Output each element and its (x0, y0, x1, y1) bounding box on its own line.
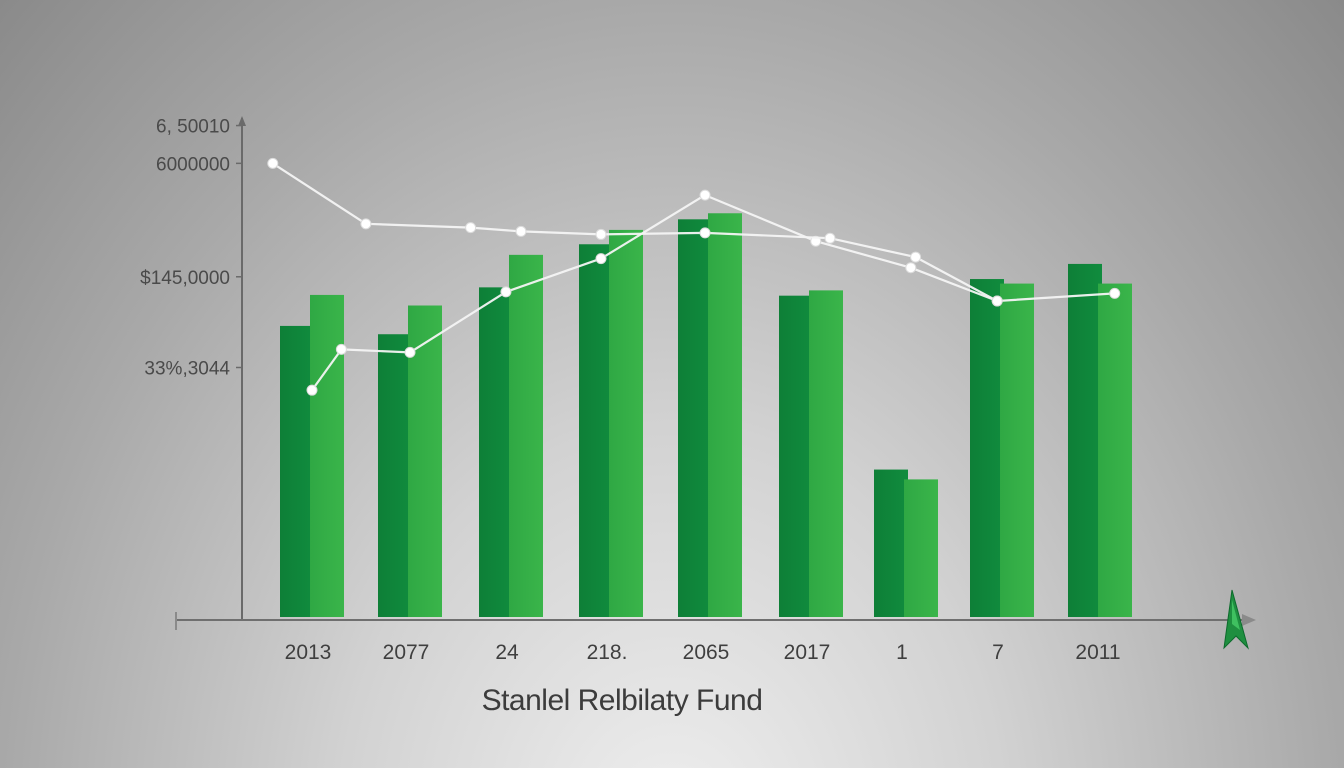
bar-series-1 (779, 295, 813, 617)
x-tick-label: 2017 (784, 641, 831, 664)
bar-series-2 (310, 294, 344, 617)
trend-point (404, 346, 416, 358)
bar-series-2 (609, 229, 643, 617)
trend-point (267, 157, 279, 169)
bar-series-2 (904, 479, 938, 617)
y-tick-label: 6, 50010 (156, 117, 230, 138)
x-tick-label: 2065 (683, 641, 730, 664)
trend-point (699, 227, 711, 239)
trend-point (335, 343, 347, 355)
trend-point (824, 232, 836, 244)
trend-point (991, 295, 1003, 307)
bar-series-2 (509, 254, 543, 617)
trend-point (500, 286, 512, 298)
trend-point (699, 189, 711, 201)
trend-point (905, 262, 917, 274)
bar-series-2 (809, 290, 843, 617)
bar-series-1 (579, 244, 613, 617)
x-tick-label: 2013 (285, 641, 332, 664)
x-tick-label: 7 (992, 641, 1004, 664)
trend-point (910, 251, 922, 263)
bar-series-1 (874, 469, 908, 617)
bar-series-1 (1068, 263, 1102, 617)
green-arrow-highlight (1232, 600, 1240, 630)
bar-series-2 (408, 305, 442, 617)
trend-point (1109, 287, 1121, 299)
trend-point (465, 222, 477, 234)
trend-point (595, 253, 607, 265)
trend-point (306, 384, 318, 396)
trend-line (311, 194, 1115, 391)
x-tick-label: 218. (587, 641, 628, 664)
trend-point (595, 228, 607, 240)
x-tick-label: 2011 (1075, 641, 1120, 664)
y-tick-label: 33%,3044 (144, 359, 230, 380)
x-axis-arrow-icon (1242, 614, 1256, 626)
bar-series-2 (1098, 283, 1132, 617)
chart-title: Stanlel Relbilaty Fund (482, 684, 763, 717)
bar-series-1 (479, 287, 513, 617)
y-tick-label: $145,0000 (140, 268, 230, 289)
x-tick-label: 24 (495, 641, 519, 664)
y-axis-arrow-icon (238, 116, 246, 126)
trend-point (515, 225, 527, 237)
bar-series-1 (678, 219, 712, 617)
bar-series-2 (708, 213, 742, 617)
bar-series-1 (280, 325, 314, 617)
bar-series-1 (970, 279, 1004, 617)
bar-series-1 (378, 334, 412, 617)
bar-series-2 (1000, 283, 1034, 617)
x-tick-label: 2077 (383, 641, 430, 664)
y-tick-label: 6000000 (156, 154, 230, 175)
trend-point (360, 218, 372, 230)
x-tick-label: 1 (896, 641, 908, 664)
